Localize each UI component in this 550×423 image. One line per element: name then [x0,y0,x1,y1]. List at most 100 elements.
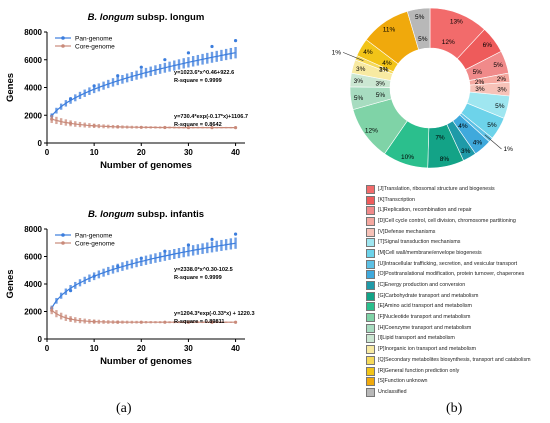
data-point [163,249,167,253]
slice-label: 3% [497,87,507,94]
x-axis-label: Number of genomes [100,356,192,367]
slice-leader-line [484,134,502,150]
legend-item: [Q]Secondary metabolites biosynthesis, t… [366,355,548,366]
legend-swatch [366,323,375,333]
data-point [186,51,191,55]
slice-label: 4% [473,140,483,147]
legend-item: [V]Defense mechanisms [366,227,548,238]
legend-label: [F]Nucleotide transport and metabolism [378,314,471,321]
legend-label: Pan-genome [75,233,113,240]
caption-a: (a) [116,401,132,416]
legend-marker [61,241,65,245]
slice-inner-label: 3% [379,67,389,74]
y-tick-label: 2000 [24,308,42,317]
legend-item: [I]Lipid transport and metabolism [366,334,548,345]
y-tick-label: 4000 [24,280,42,289]
cog-donut-chart: 13%6%5%2%3%5%5%1%4%3%8%10%12%5%3%3%1% 4%1… [332,7,513,169]
data-point [210,126,214,130]
y-tick-label: 0 [38,139,43,148]
slice-inner-label: 4% [458,123,468,130]
data-point [92,124,96,128]
slice-label: 5% [354,95,364,102]
slice-label: 4% [363,49,373,56]
plot-title: B. longum subsp. infantis [88,209,204,220]
data-point [139,320,143,324]
legend-swatch [366,313,375,323]
slice-label: 2% [497,76,507,83]
legend-item: [G]Carbohydrate transport and metabolism [366,291,548,302]
slice-inner-label: 3% [376,80,386,87]
legend-marker [61,44,65,48]
legend-swatch [366,270,375,280]
legend-swatch [366,291,375,301]
legend-label: Core-genome [75,241,115,248]
slice-label: 5% [495,103,505,110]
data-point [68,121,73,125]
legend-swatch [366,355,375,365]
data-point [68,97,73,101]
data-point [139,65,143,69]
data-point [163,320,167,324]
data-point [210,237,214,241]
legend-label: [K]Transcription [378,196,415,203]
slice-label: 13% [450,18,463,25]
legend-label: Pan-genome [75,36,113,43]
plot-title: B. longum subsp. longum [88,12,205,23]
legend-label: Core-genome [75,44,115,51]
data-point [116,125,120,129]
legend-label: [U]Intracellular trafficking, secretion,… [378,260,518,267]
legend-swatch [366,227,375,237]
slice-inner-label: 5% [376,92,386,99]
legend-label: [C]Energy production and conversion [378,282,466,289]
legend-item: [J]Translation, ribosomal structure and … [366,184,548,195]
pan-equation: y=1023.6*x^0.46+922.6 [174,70,234,76]
legend-item: [L]Replication, recombination and repair [366,205,548,216]
legend-swatch [366,387,375,397]
legend-label: [H]Coenzyme transport and metabolism [378,324,472,331]
x-tick-label: 10 [90,344,99,353]
legend-swatch [366,216,375,226]
data-point [92,320,96,324]
x-tick-label: 30 [184,344,193,353]
data-point [186,125,191,130]
legend-swatch [366,206,375,216]
data-point [210,44,214,49]
slice-inner-label: 3% [475,86,485,93]
legend-swatch [366,248,375,258]
slice-label: 6% [483,42,493,49]
legend-label: [M]Cell wall/membrane/envelope biogenesi… [378,249,482,256]
slice-label: 3% [356,66,366,73]
y-tick-label: 8000 [24,28,42,37]
x-tick-label: 0 [45,344,50,353]
slice-label: 5% [415,14,425,21]
y-tick-label: 8000 [24,225,42,234]
legend-swatch [366,377,375,387]
data-point [233,232,238,236]
fit-curve [51,309,236,323]
slice-label: 5% [487,122,497,129]
caption-b: (b) [446,401,463,416]
plot-title-subspecies: subsp. infantis [137,209,204,220]
core-equation: y=1204.3*exp(-0.33*x) + 1220.3 [174,311,255,317]
legend-label: [I]Lipid transport and metabolism [378,335,455,342]
legend-label: [P]Inorganic ion transport and metabolis… [378,346,477,353]
legend-swatch [366,302,375,312]
slice-inner-label: 7% [435,134,445,141]
slice-label: 3% [354,78,364,85]
legend-item: [D]Cell cycle control, cell division, ch… [366,216,548,227]
legend-swatch [366,184,375,194]
data-point [233,126,238,130]
data-point [163,125,167,130]
data-point [116,264,120,268]
cog-legend: [J]Translation, ribosomal structure and … [366,184,548,398]
x-tick-label: 30 [184,148,193,157]
legend-item: [S]Function unknown [366,376,548,387]
plot-title-subspecies: subsp. longum [137,12,205,23]
y-tick-label: 2000 [24,111,42,120]
data-point [233,320,238,324]
core-r-square: R-square = 0.89811 [174,319,225,325]
legend-label: [D]Cell cycle control, cell division, ch… [378,217,516,224]
slice-label: 3% [461,148,471,155]
plot-title-species: B. longum [88,209,137,220]
legend-item: [E]Amino acid transport and metabolism [366,302,548,313]
